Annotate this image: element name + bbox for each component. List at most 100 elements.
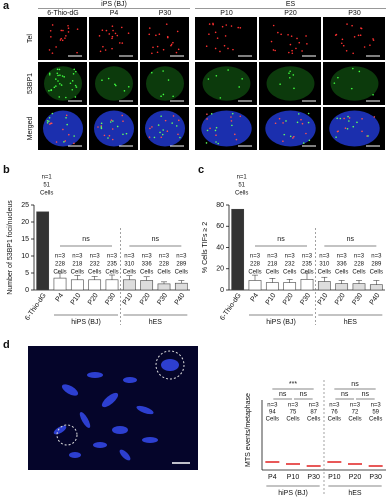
micrograph <box>89 17 138 60</box>
speckle <box>68 133 70 136</box>
speckle <box>241 78 243 80</box>
speckle <box>111 35 114 38</box>
micrograph <box>323 17 385 60</box>
speckle <box>76 28 79 30</box>
speckle <box>56 72 59 75</box>
speckle <box>51 52 54 54</box>
n-label: n=3 <box>350 403 361 409</box>
x-tick-label: P4 <box>55 292 66 303</box>
speckle <box>110 119 113 122</box>
speckle <box>127 32 130 35</box>
n-label: 51 <box>43 183 50 189</box>
speckle <box>289 43 292 46</box>
x-tick-label: P4 <box>268 474 277 481</box>
speckle <box>108 33 111 35</box>
nucleus <box>94 110 134 147</box>
speckle <box>59 74 61 76</box>
bar <box>140 280 154 291</box>
sig-label: ns <box>82 236 90 243</box>
speckle <box>232 48 234 51</box>
speckle <box>111 25 114 27</box>
speckle <box>356 121 358 124</box>
speckle <box>296 121 299 124</box>
speckle <box>161 133 164 136</box>
speckle <box>48 73 51 76</box>
speckle <box>205 142 208 144</box>
speckle <box>63 141 65 143</box>
speckle <box>238 86 240 88</box>
speckle <box>105 29 108 32</box>
speckle <box>291 52 294 55</box>
n-label: Cells <box>175 270 188 276</box>
speckle <box>172 41 174 44</box>
speckle <box>346 23 348 25</box>
speckle <box>279 83 281 85</box>
speckle <box>116 125 119 128</box>
speckle <box>361 117 363 120</box>
speckle <box>60 37 62 40</box>
bar <box>369 284 383 291</box>
row-label: Tel <box>27 34 34 43</box>
speckle <box>64 37 66 39</box>
y-tick-label: 0 <box>220 287 224 294</box>
speckle <box>162 129 164 131</box>
speckle <box>209 127 211 130</box>
speckle <box>67 24 69 27</box>
x-tick-label: P30 <box>299 292 312 306</box>
speckle <box>48 72 51 75</box>
speckle <box>111 138 114 141</box>
micrograph <box>259 17 321 60</box>
bar <box>36 211 50 291</box>
highlight-circle <box>56 424 78 446</box>
speckle <box>101 29 104 31</box>
speckle <box>346 128 349 130</box>
speckle <box>367 135 369 137</box>
speckle <box>165 23 168 25</box>
speckle <box>125 132 128 135</box>
speckle <box>170 43 173 46</box>
speckle <box>156 45 159 48</box>
sig-label: ns <box>341 391 349 398</box>
n-label: Cells <box>40 191 53 197</box>
speckle <box>111 47 113 50</box>
speckle <box>237 26 240 29</box>
n-label: Cells <box>335 270 348 276</box>
speckle <box>274 122 277 125</box>
n-label: 336 <box>142 262 153 268</box>
speckle <box>152 46 154 49</box>
n-label: 59 <box>372 410 379 416</box>
n-label: 235 <box>302 262 313 268</box>
n-label: 76 <box>331 410 338 416</box>
speckle <box>305 132 307 135</box>
speckle <box>230 116 232 118</box>
speckle <box>372 93 374 96</box>
bar <box>157 283 171 291</box>
x-tick-label: 6-Thio-dG <box>24 292 48 322</box>
x-tick-label: P20 <box>349 474 362 481</box>
n-label: 289 <box>176 262 187 268</box>
speckle <box>223 44 226 47</box>
speckle <box>234 133 236 136</box>
n-label: n=3 <box>302 254 313 260</box>
n-label: Cells <box>352 270 365 276</box>
speckle <box>293 135 295 138</box>
speckle <box>219 97 222 99</box>
x-tick-label: P10 <box>265 292 278 306</box>
bar <box>231 208 245 291</box>
x-tick-label: P20 <box>87 292 100 306</box>
sig-label: ns <box>277 236 285 243</box>
speckle <box>111 37 113 40</box>
speckle <box>73 68 76 71</box>
n-label: n=3 <box>107 254 118 260</box>
sig-label: ns <box>362 391 370 398</box>
bar <box>352 283 366 291</box>
speckle <box>208 23 211 25</box>
speckle <box>160 136 163 139</box>
micrograph <box>195 17 257 60</box>
speckle <box>352 52 354 55</box>
nucleus <box>146 66 184 101</box>
speckle <box>155 34 157 37</box>
bar <box>335 283 349 291</box>
n-label: Cells <box>328 417 341 423</box>
n-label: n=3 <box>337 254 348 260</box>
